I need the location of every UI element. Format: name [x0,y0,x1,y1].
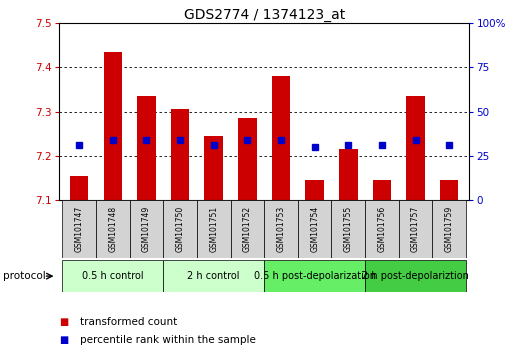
Bar [272,76,290,200]
Text: GSM101757: GSM101757 [411,206,420,252]
Bar [70,176,88,200]
Text: GSM101751: GSM101751 [209,206,218,252]
FancyBboxPatch shape [230,200,264,258]
Bar [372,180,391,200]
FancyBboxPatch shape [130,200,163,258]
Bar [171,109,189,200]
FancyBboxPatch shape [399,200,432,258]
Text: 2 h control: 2 h control [187,271,240,281]
Text: GSM101759: GSM101759 [445,206,453,252]
Bar [440,180,459,200]
Text: protocol: protocol [3,271,45,281]
Text: transformed count: transformed count [80,317,177,327]
Text: GSM101753: GSM101753 [277,206,286,252]
Bar [406,96,425,200]
FancyBboxPatch shape [197,200,230,258]
FancyBboxPatch shape [331,200,365,258]
FancyBboxPatch shape [264,260,365,292]
Title: GDS2774 / 1374123_at: GDS2774 / 1374123_at [184,8,345,22]
FancyBboxPatch shape [163,260,264,292]
Text: ■: ■ [59,335,68,345]
FancyBboxPatch shape [365,260,466,292]
Bar [339,149,358,200]
Text: percentile rank within the sample: percentile rank within the sample [80,335,255,345]
FancyBboxPatch shape [96,200,130,258]
Text: GSM101747: GSM101747 [75,206,84,252]
Text: GSM101750: GSM101750 [175,206,185,252]
FancyBboxPatch shape [63,260,163,292]
FancyBboxPatch shape [298,200,331,258]
Text: GSM101752: GSM101752 [243,206,252,252]
Text: 0.5 h control: 0.5 h control [82,271,144,281]
Text: GSM101749: GSM101749 [142,206,151,252]
Bar [104,52,122,200]
FancyBboxPatch shape [432,200,466,258]
Bar [305,180,324,200]
Text: ■: ■ [59,317,68,327]
Bar [205,136,223,200]
FancyBboxPatch shape [365,200,399,258]
Text: GSM101755: GSM101755 [344,206,353,252]
Text: GSM101756: GSM101756 [378,206,386,252]
Text: GSM101754: GSM101754 [310,206,319,252]
Text: 0.5 h post-depolarization: 0.5 h post-depolarization [253,271,376,281]
FancyBboxPatch shape [63,200,96,258]
Text: GSM101748: GSM101748 [108,206,117,252]
Text: 2 h post-depolariztion: 2 h post-depolariztion [362,271,469,281]
Bar [137,96,156,200]
FancyBboxPatch shape [163,200,197,258]
Bar [238,118,256,200]
FancyBboxPatch shape [264,200,298,258]
